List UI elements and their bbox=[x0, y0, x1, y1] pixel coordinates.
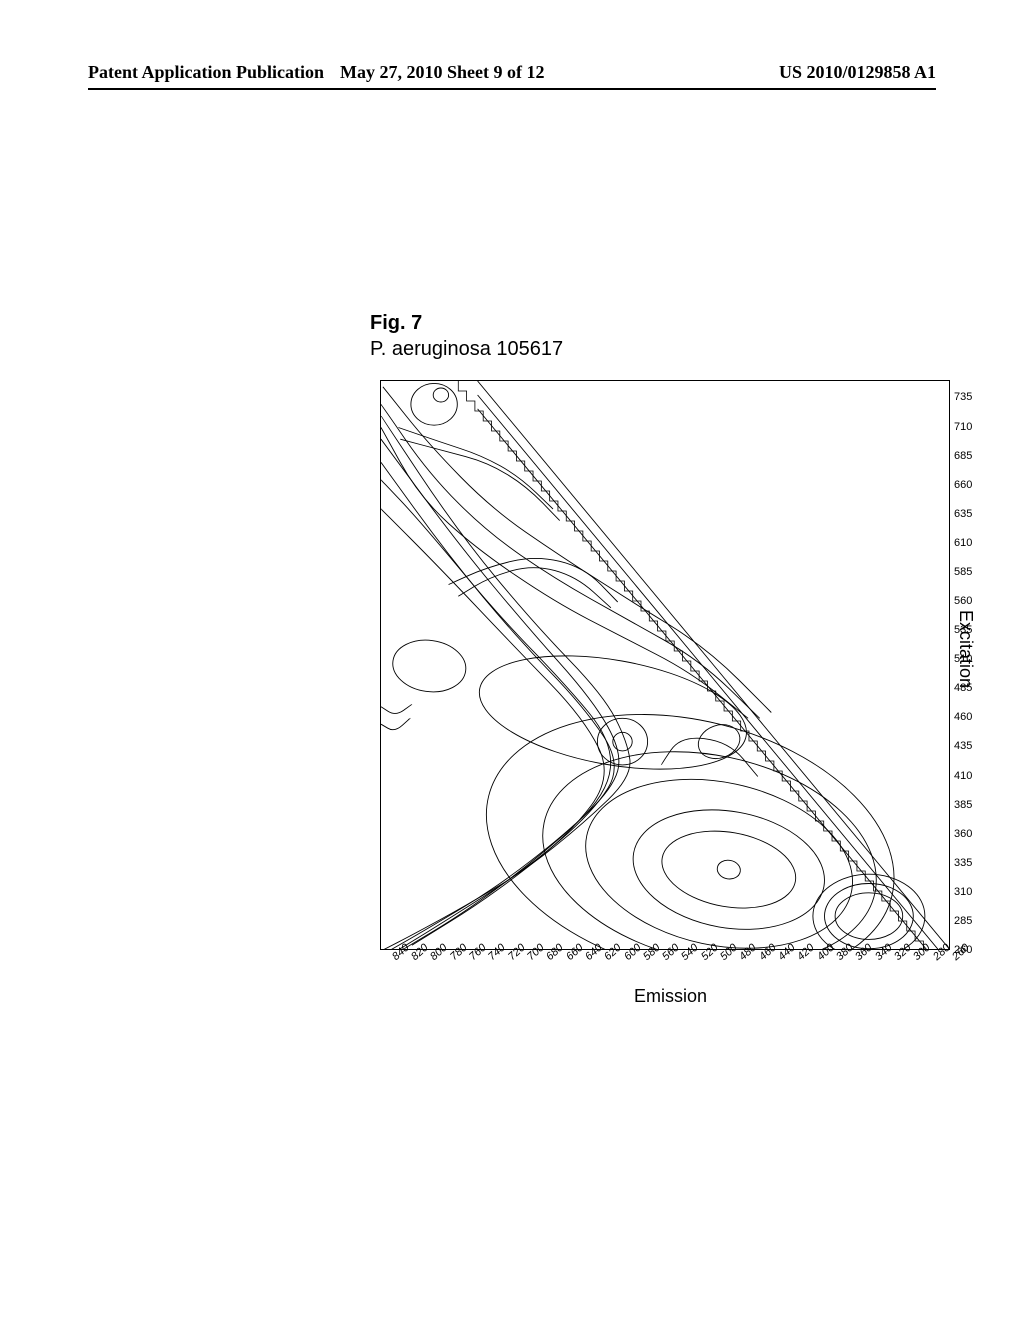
y-axis-label: Emission bbox=[634, 986, 707, 1007]
x-tick: 610 bbox=[954, 537, 972, 549]
x-tick: 735 bbox=[954, 391, 972, 403]
x-tick: 685 bbox=[954, 450, 972, 462]
x-tick-container: 2602853103353603854104354604855105355605… bbox=[954, 380, 984, 950]
x-tick: 335 bbox=[954, 857, 972, 869]
x-tick: 360 bbox=[954, 828, 972, 840]
x-tick: 385 bbox=[954, 799, 972, 811]
x-tick: 410 bbox=[954, 770, 972, 782]
x-tick: 510 bbox=[954, 653, 972, 665]
header-left-text: Patent Application Publication bbox=[88, 62, 324, 83]
x-tick: 535 bbox=[954, 624, 972, 636]
patent-header: Patent Application Publication May 27, 2… bbox=[0, 62, 1024, 90]
x-tick: 435 bbox=[954, 740, 972, 752]
x-tick: 635 bbox=[954, 508, 972, 520]
chart-title: P. aeruginosa 105617 bbox=[370, 338, 563, 361]
x-tick: 485 bbox=[954, 682, 972, 694]
y-tick-container: 2602803003203403603804004204404604805005… bbox=[380, 954, 950, 982]
contour-svg bbox=[381, 381, 950, 950]
x-tick: 560 bbox=[954, 595, 972, 607]
x-tick: 460 bbox=[954, 711, 972, 723]
x-tick: 285 bbox=[954, 915, 972, 927]
header-rule bbox=[88, 88, 936, 90]
header-center-text: May 27, 2010 Sheet 9 of 12 bbox=[340, 62, 544, 83]
header-right-text: US 2010/0129858 A1 bbox=[779, 62, 936, 83]
x-tick: 310 bbox=[954, 886, 972, 898]
figure-container: Fig. 7 P. aeruginosa 105617 Excitation E… bbox=[150, 180, 870, 1080]
figure-number: Fig. 7 bbox=[370, 312, 422, 335]
x-tick: 660 bbox=[954, 479, 972, 491]
x-tick: 585 bbox=[954, 566, 972, 578]
contour-plot bbox=[380, 380, 950, 950]
x-tick: 710 bbox=[954, 421, 972, 433]
